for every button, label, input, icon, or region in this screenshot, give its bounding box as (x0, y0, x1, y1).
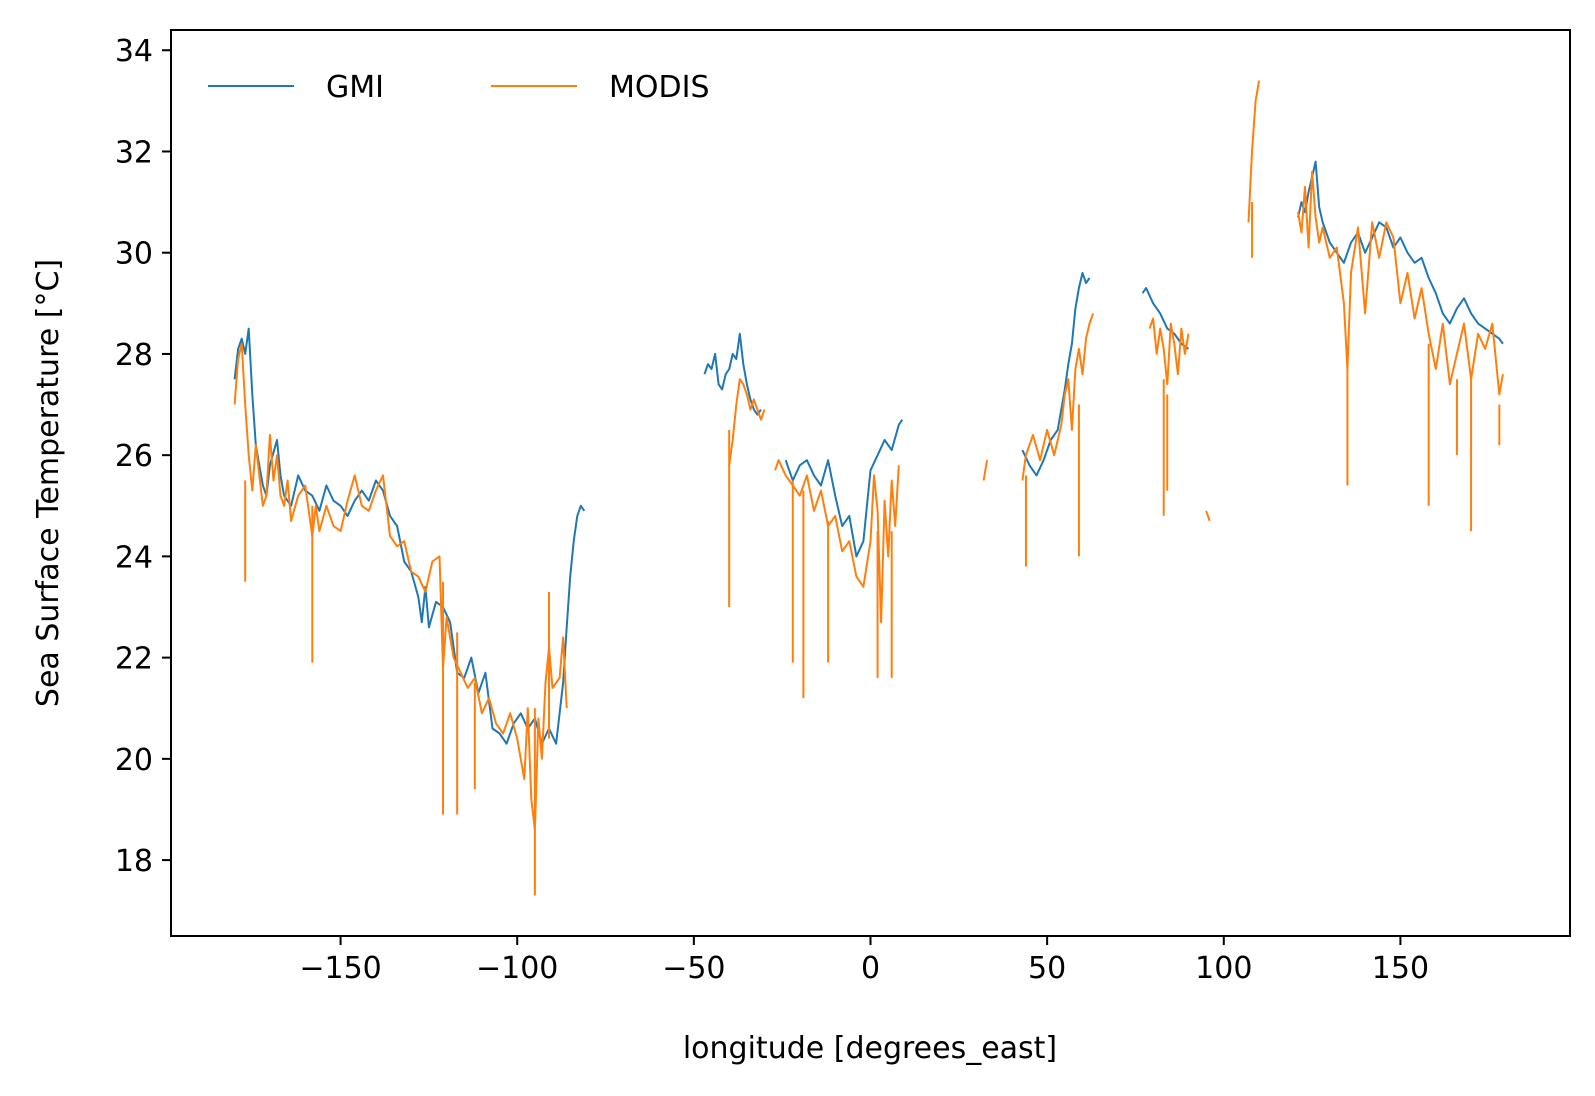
x-tick-label: −100 (476, 951, 558, 986)
series-line-modis (728, 378, 766, 466)
series-line-modis (1148, 317, 1190, 386)
x-axis: −150 −100 −50 0 50 100 150 (299, 936, 1429, 986)
series-line-gmi (1021, 271, 1091, 477)
x-tick-label: −150 (299, 951, 381, 986)
y-tick-label: 24 (115, 540, 153, 575)
y-tick-label: 30 (115, 237, 153, 272)
legend-label-modis: MODIS (609, 70, 710, 105)
series-line-modis (774, 459, 900, 624)
plot-area (233, 80, 1504, 896)
series-line-gmi (784, 419, 904, 558)
x-tick-label: 100 (1195, 951, 1252, 986)
y-tick-label: 22 (115, 642, 153, 677)
series-modis (233, 80, 1504, 896)
legend-label-gmi: GMI (326, 70, 384, 105)
y-axis: 18 20 22 24 26 28 30 32 34 (115, 34, 171, 879)
series-line-modis (1021, 313, 1095, 481)
x-axis-label: longitude [degrees_east] (683, 1031, 1057, 1066)
series-line-gmi (1297, 160, 1504, 345)
series-line-modis (1297, 170, 1504, 396)
y-axis-label: Sea Surface Temperature [°C] (31, 259, 66, 707)
series-line-modis (1205, 510, 1211, 522)
series-layer (233, 80, 1504, 896)
x-tick-label: 150 (1372, 951, 1429, 986)
series-line-modis (233, 342, 568, 831)
legend: GMI MODIS (208, 70, 710, 105)
x-tick-label: −50 (662, 951, 725, 986)
y-tick-label: 34 (115, 34, 153, 69)
y-tick-label: 26 (115, 439, 153, 474)
y-tick-label: 20 (115, 743, 153, 778)
y-tick-label: 18 (115, 844, 153, 879)
x-tick-label: 0 (861, 951, 880, 986)
y-tick-label: 28 (115, 338, 153, 373)
series-line-modis (1247, 80, 1261, 223)
series-line-gmi (703, 332, 762, 416)
y-tick-label: 32 (115, 135, 153, 170)
series-line-modis (982, 460, 989, 481)
x-tick-label: 50 (1028, 951, 1066, 986)
